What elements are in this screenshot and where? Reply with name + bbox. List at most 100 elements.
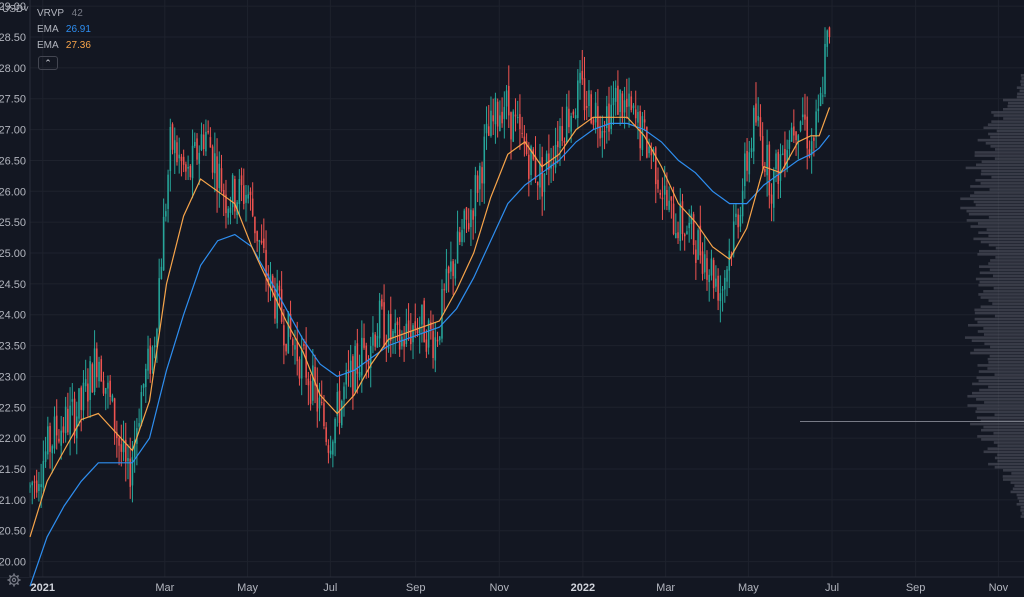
- candle-body: [452, 261, 454, 276]
- candle-body: [465, 207, 468, 220]
- candle-body: [721, 289, 724, 291]
- candle-body: [425, 339, 428, 352]
- candle-body: [96, 348, 98, 378]
- candle-body: [430, 322, 432, 330]
- candle-body: [755, 103, 757, 123]
- candle-body: [710, 258, 713, 276]
- volume-profile-bar: [993, 114, 1024, 117]
- volume-profile-bar: [980, 182, 1024, 185]
- candle-body: [69, 405, 71, 435]
- legend-collapse-button[interactable]: ⌃: [38, 56, 58, 70]
- volume-profile-bar: [995, 148, 1024, 151]
- candle-body: [423, 300, 425, 343]
- volume-profile-bar: [974, 151, 1024, 154]
- candle-body: [579, 72, 581, 84]
- candle-body: [354, 345, 356, 392]
- candle-body: [176, 142, 178, 163]
- candle-body: [670, 196, 673, 201]
- candle-body: [205, 131, 207, 152]
- candle-body: [349, 360, 352, 373]
- candle-body: [459, 232, 461, 242]
- candle-body: [78, 388, 80, 419]
- volume-profile-bar: [979, 388, 1024, 392]
- candle-body: [697, 230, 699, 260]
- volume-profile-bar: [970, 194, 1024, 197]
- volume-profile-bar: [973, 237, 1024, 241]
- legend-ema-fast[interactable]: EMA 27.36: [37, 38, 91, 54]
- legend-ema-slow-label: EMA: [37, 24, 59, 35]
- time-tick-label: May: [738, 582, 759, 594]
- volume-profile-bar: [987, 447, 1024, 450]
- volume-profile-bar: [1016, 493, 1024, 497]
- candle-body: [632, 105, 635, 109]
- candle-body: [781, 153, 784, 155]
- candle-body: [503, 106, 506, 119]
- volume-profile-bar: [983, 450, 1024, 454]
- volume-profile-bar: [997, 444, 1024, 447]
- candle-body: [436, 339, 439, 342]
- candle-body: [343, 386, 345, 400]
- candle-body: [93, 348, 96, 393]
- candle-body: [138, 423, 140, 427]
- candle-body: [757, 116, 759, 121]
- candle-body: [243, 185, 245, 204]
- candle-body: [42, 461, 45, 488]
- candle-body: [256, 231, 258, 242]
- candle-body: [323, 403, 325, 427]
- candle-body: [746, 150, 748, 171]
- legend-vrvp[interactable]: VRVP 42: [37, 6, 91, 22]
- volume-profile-bar: [980, 419, 1024, 423]
- volume-profile-bar: [984, 401, 1024, 404]
- candle-body: [683, 234, 686, 237]
- candle-body: [717, 275, 719, 301]
- volume-profile-bar: [991, 120, 1024, 123]
- candle-body: [227, 208, 229, 218]
- currency-selector[interactable]: USD˅: [2, 4, 29, 15]
- candle-body: [358, 371, 361, 378]
- candle-body: [795, 131, 797, 141]
- ema-slow-line: [29, 122, 830, 587]
- candle-body: [826, 30, 829, 47]
- volume-profile-bar: [1020, 506, 1024, 509]
- volume-profile-bar: [983, 290, 1024, 293]
- candle-body: [124, 439, 127, 462]
- volume-profile-bar: [989, 188, 1024, 191]
- candle-body: [619, 89, 621, 113]
- candle-body: [643, 119, 646, 123]
- candle-body: [300, 348, 303, 379]
- volume-profile-bar: [967, 323, 1024, 327]
- candle-body: [278, 285, 281, 291]
- settings-button[interactable]: [6, 572, 22, 588]
- candle-body: [220, 168, 223, 192]
- candle-body: [590, 94, 592, 124]
- volume-profile-bar: [979, 280, 1024, 284]
- candle-body: [211, 146, 214, 173]
- volume-profile-bar: [980, 305, 1024, 309]
- price-tick-label: 23.00: [0, 371, 26, 383]
- candle-body: [352, 356, 354, 397]
- volume-profile-bar: [1020, 74, 1024, 77]
- candle-body: [198, 152, 201, 164]
- candle-body: [111, 395, 114, 401]
- candle-body: [445, 268, 448, 291]
- volume-profile-bar: [997, 453, 1024, 457]
- candle-body: [62, 426, 65, 433]
- candle-body: [666, 190, 668, 206]
- candle-body: [525, 141, 528, 154]
- price-tick-label: 22.50: [0, 402, 26, 414]
- price-tick-label: 24.00: [0, 310, 26, 322]
- volume-profile-bar: [995, 256, 1024, 259]
- candle-body: [265, 249, 267, 277]
- legend-vrvp-label: VRVP: [37, 8, 64, 19]
- candle-body: [200, 134, 203, 150]
- volume-profile-bar: [975, 178, 1024, 182]
- candle-body: [182, 156, 185, 165]
- candle-body: [216, 156, 218, 192]
- legend-ema-slow[interactable]: EMA 26.91: [37, 22, 91, 38]
- candle-body: [508, 85, 510, 116]
- candle-body: [145, 368, 147, 387]
- time-tick-label: Sep: [906, 582, 926, 594]
- candle-body: [737, 214, 739, 228]
